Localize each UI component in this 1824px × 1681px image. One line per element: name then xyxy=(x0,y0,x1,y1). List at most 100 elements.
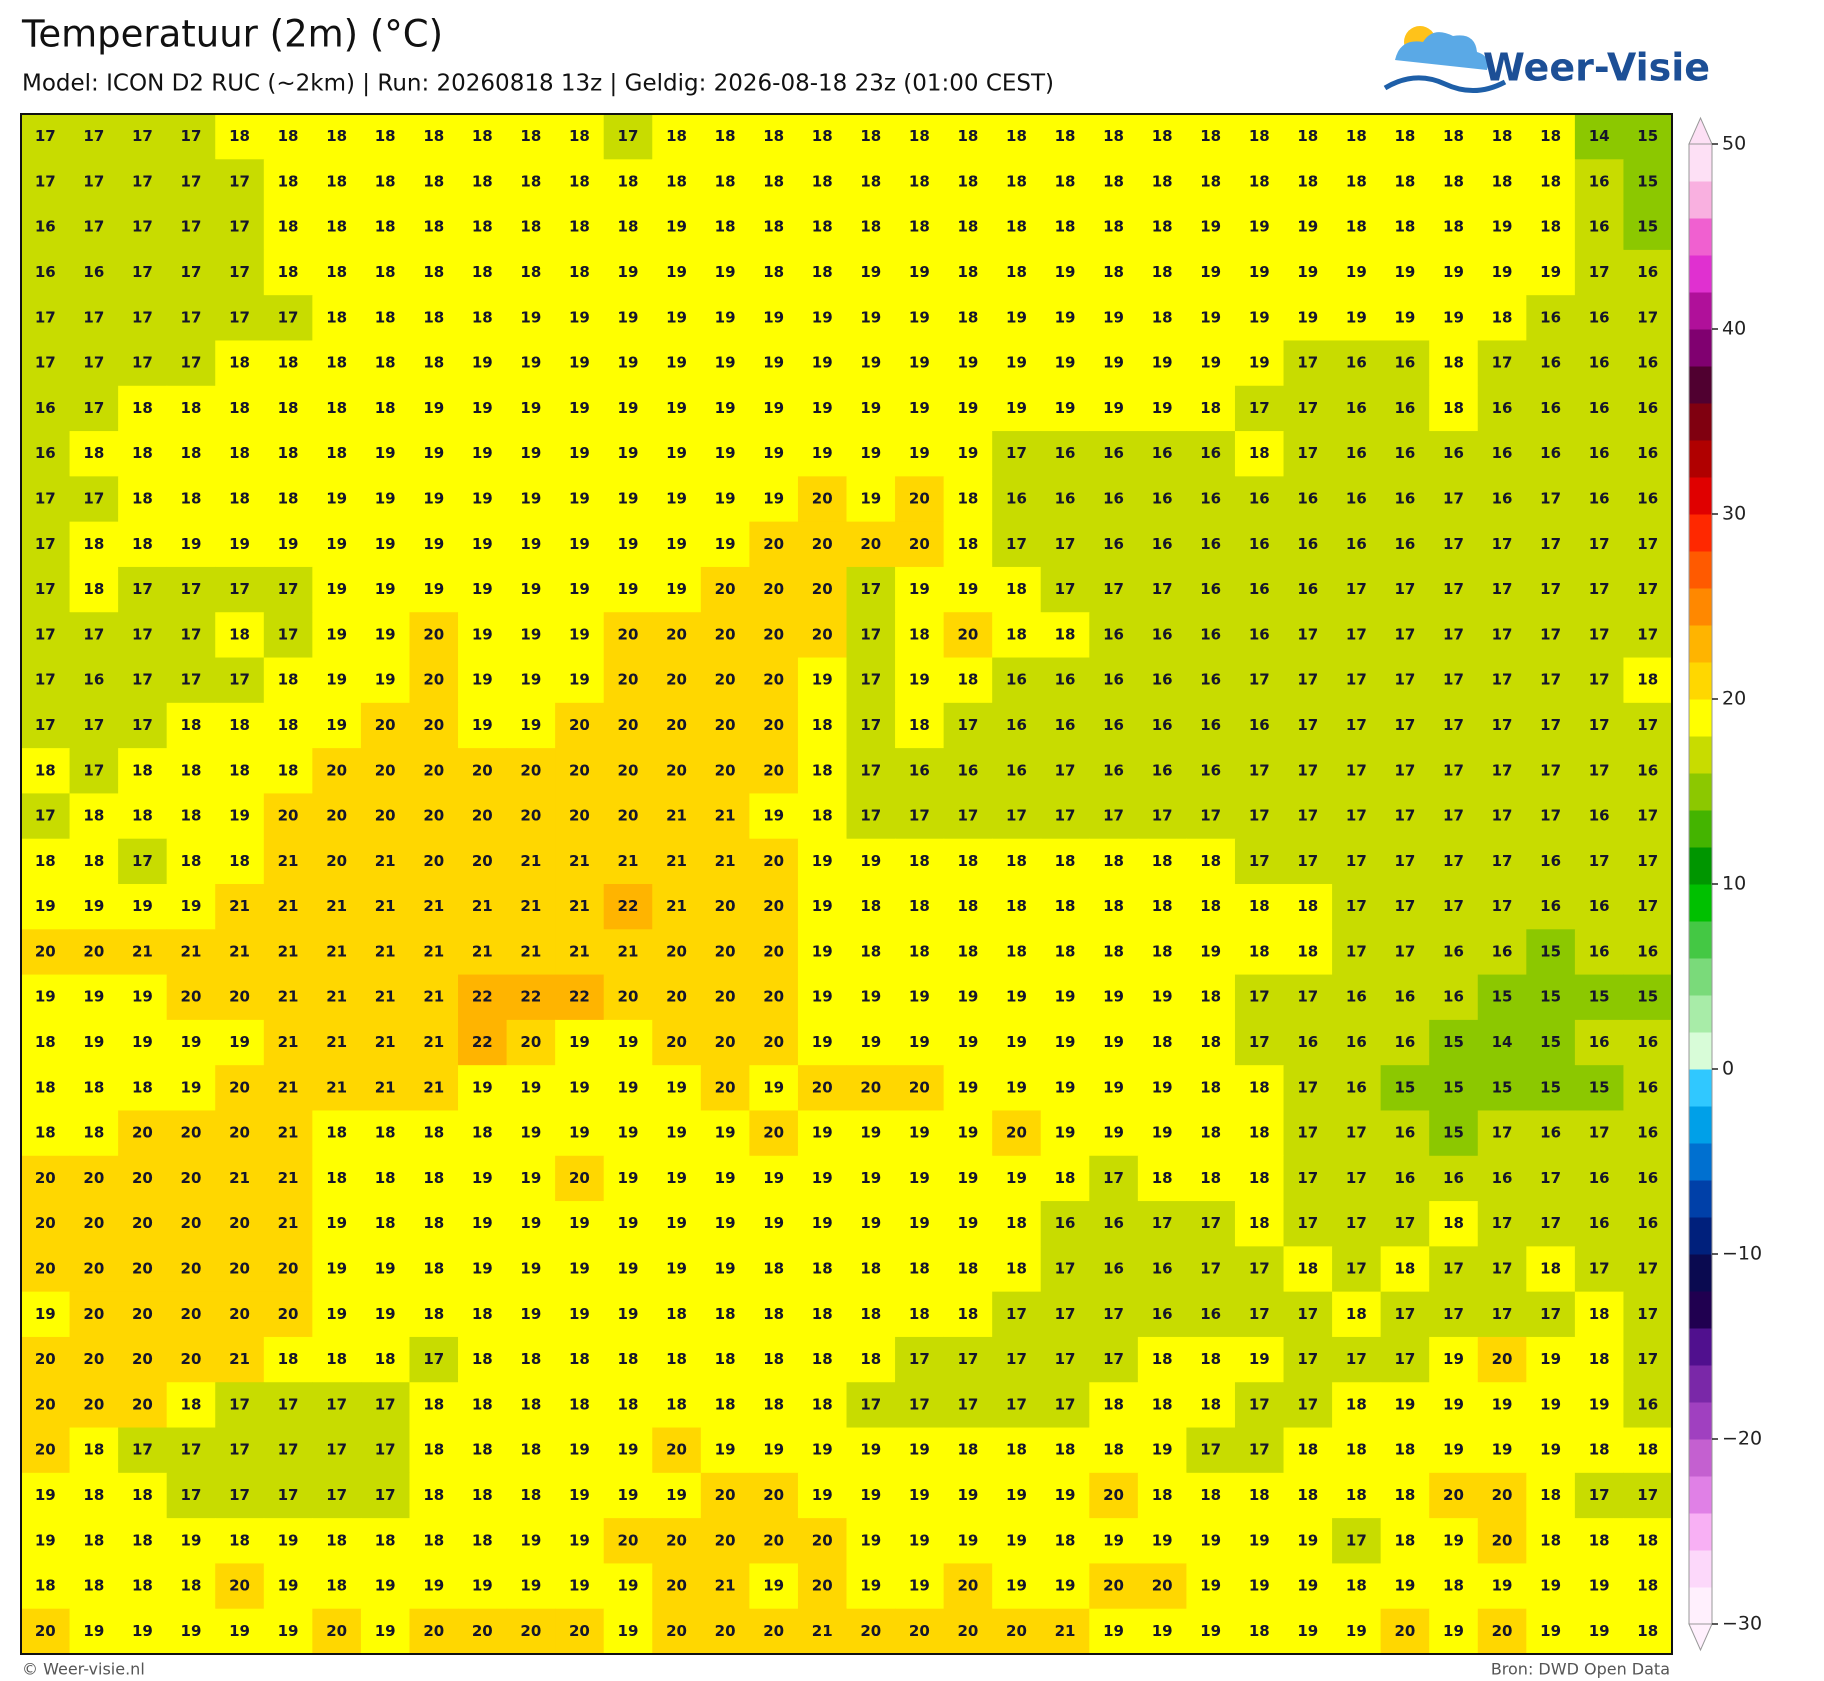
temperature-label: 20 xyxy=(229,1260,250,1278)
temperature-cell xyxy=(263,884,313,930)
temperature-label: 18 xyxy=(83,1577,104,1595)
colorbar-band xyxy=(1689,995,1712,1033)
temperature-cell xyxy=(1574,657,1624,704)
colorbar-band xyxy=(1689,1217,1712,1255)
temperature-label: 18 xyxy=(1006,263,1027,281)
temperature-label: 19 xyxy=(569,580,590,598)
temperature-label: 16 xyxy=(1006,716,1027,734)
temperature-cell xyxy=(69,702,119,749)
temperature-label: 18 xyxy=(909,172,930,190)
temperature-cell xyxy=(1623,295,1673,341)
temperature-label: 19 xyxy=(1006,354,1027,372)
temperature-cell xyxy=(215,1563,265,1610)
temperature-label: 20 xyxy=(909,1078,930,1096)
temperature-label: 16 xyxy=(1637,761,1658,779)
temperature-label: 18 xyxy=(278,399,299,417)
temperature-cell xyxy=(263,748,313,794)
temperature-label: 19 xyxy=(1200,308,1221,326)
temperature-label: 21 xyxy=(278,1124,299,1142)
temperature-cell xyxy=(263,159,313,206)
temperature-cell xyxy=(555,1336,605,1383)
temperature-cell xyxy=(1283,566,1333,613)
temperature-label: 17 xyxy=(1540,535,1561,553)
temperature-cell xyxy=(846,657,896,704)
temperature-cell xyxy=(506,1155,556,1202)
temperature-cell xyxy=(1477,974,1527,1021)
temperature-cell xyxy=(1429,612,1479,659)
temperature-label: 17 xyxy=(1492,625,1513,643)
temperature-cell xyxy=(166,884,216,930)
temperature-label: 19 xyxy=(326,535,347,553)
temperature-cell xyxy=(1089,295,1139,341)
temperature-label: 18 xyxy=(35,1124,56,1142)
temperature-cell xyxy=(263,1065,313,1111)
temperature-label: 17 xyxy=(229,218,250,236)
temperature-cell xyxy=(409,793,459,840)
temperature-cell xyxy=(1380,1427,1430,1474)
temperature-label: 17 xyxy=(1346,1214,1367,1232)
temperature-cell xyxy=(1186,1336,1236,1383)
temperature-cell xyxy=(895,1427,945,1474)
temperature-label: 20 xyxy=(715,1033,736,1051)
temperature-label: 20 xyxy=(763,942,784,960)
temperature-cell xyxy=(700,793,750,840)
temperature-label: 19 xyxy=(375,1622,396,1640)
temperature-cell xyxy=(1477,793,1527,840)
temperature-cell xyxy=(118,929,168,976)
temperature-label: 17 xyxy=(1443,1260,1464,1278)
temperature-cell xyxy=(409,1201,459,1247)
temperature-label: 22 xyxy=(520,988,541,1006)
colorbar-band xyxy=(1689,1365,1712,1403)
colorbar-band xyxy=(1689,1032,1712,1070)
temperature-cell xyxy=(166,1472,216,1519)
temperature-label: 16 xyxy=(1103,716,1124,734)
temperature-label: 19 xyxy=(666,218,687,236)
temperature-cell xyxy=(1477,1382,1527,1429)
temperature-label: 21 xyxy=(278,1078,299,1096)
temperature-cell xyxy=(1089,1291,1139,1338)
temperature-label: 18 xyxy=(423,1260,444,1278)
temperature-cell xyxy=(21,249,71,296)
temperature-cell xyxy=(1526,1336,1576,1383)
temperature-cell xyxy=(1089,1608,1139,1655)
temperature-label: 17 xyxy=(181,580,202,598)
temperature-label: 17 xyxy=(1055,761,1076,779)
temperature-cell xyxy=(409,295,459,341)
temperature-cell xyxy=(69,476,119,523)
temperature-cell xyxy=(215,1246,265,1293)
temperature-cell xyxy=(749,1518,799,1564)
temperature-label: 16 xyxy=(1589,218,1610,236)
temperature-label: 22 xyxy=(618,897,639,915)
temperature-cell xyxy=(166,1382,216,1429)
temperature-label: 19 xyxy=(909,671,930,689)
temperature-cell xyxy=(1040,1155,1090,1202)
temperature-label: 17 xyxy=(1297,671,1318,689)
temperature-cell xyxy=(1137,249,1187,296)
temperature-cell xyxy=(458,295,508,341)
temperature-label: 19 xyxy=(618,1305,639,1323)
temperature-label: 18 xyxy=(83,444,104,462)
temperature-label: 16 xyxy=(1152,716,1173,734)
colorbar-band xyxy=(1689,699,1712,737)
temperature-cell xyxy=(846,702,896,749)
temperature-cell xyxy=(846,1563,896,1610)
temperature-cell xyxy=(1526,748,1576,794)
temperature-cell xyxy=(166,793,216,840)
temperature-label: 18 xyxy=(715,1395,736,1413)
temperature-cell xyxy=(1234,1291,1285,1338)
temperature-label: 17 xyxy=(1492,807,1513,825)
temperature-label: 18 xyxy=(229,1531,250,1549)
temperature-cell xyxy=(409,1608,459,1655)
temperature-label: 17 xyxy=(1346,942,1367,960)
temperature-cell xyxy=(263,1427,313,1474)
colorbar-band xyxy=(1689,958,1712,996)
temperature-cell xyxy=(1332,521,1382,568)
temperature-cell xyxy=(749,793,799,840)
temperature-label: 17 xyxy=(132,852,153,870)
temperature-label: 18 xyxy=(375,1124,396,1142)
temperature-label: 20 xyxy=(618,716,639,734)
temperature-cell xyxy=(1526,612,1576,659)
temperature-cell xyxy=(1623,431,1673,477)
temperature-label: 17 xyxy=(1540,716,1561,734)
temperature-label: 18 xyxy=(860,1305,881,1323)
